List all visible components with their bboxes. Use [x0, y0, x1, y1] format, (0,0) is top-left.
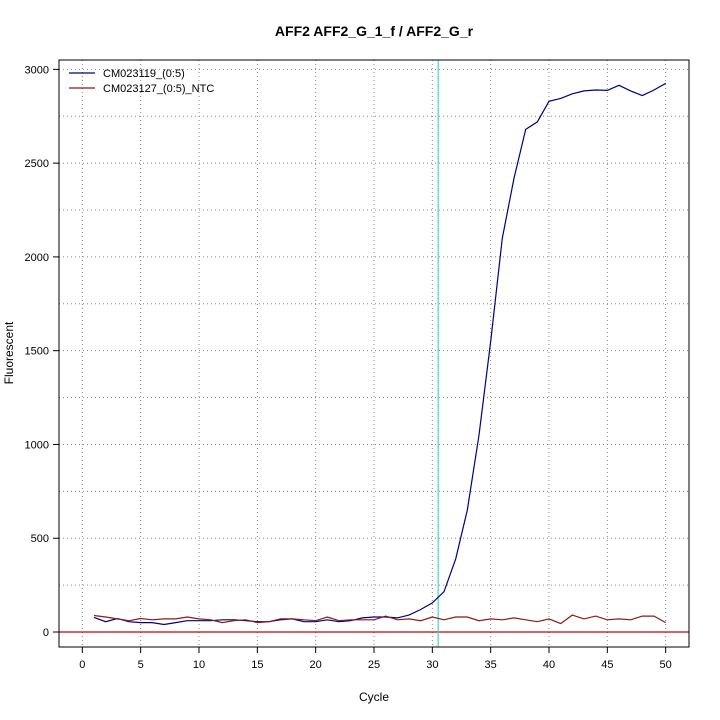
x-tick-label: 35	[485, 659, 497, 671]
series-line-2	[93, 614, 666, 625]
series-group	[93, 82, 666, 626]
x-tick-label: 0	[79, 659, 85, 671]
x-tick-label: 40	[543, 659, 555, 671]
y-tick-label: 1500	[25, 346, 49, 358]
x-axis-label: Cycle	[359, 690, 389, 704]
y-axis: 0 500 1000 1500 2000 2500 3000	[25, 64, 59, 639]
x-tick-label: 15	[251, 659, 263, 671]
y-tick-label: 2000	[25, 252, 49, 264]
series-line-1	[93, 82, 666, 626]
x-tick-label: 5	[138, 659, 144, 671]
grid	[59, 60, 689, 647]
reference-lines	[59, 60, 689, 647]
chart-title: AFF2 AFF2_G_1_f / AFF2_G_r	[275, 23, 474, 39]
y-tick-label: 3000	[25, 64, 49, 76]
x-tick-label: 45	[601, 659, 613, 671]
x-axis: 0 5 10 15 20 25 30 35 40 45 50	[79, 647, 672, 671]
x-tick-label: 30	[426, 659, 438, 671]
y-tick-label: 1000	[25, 439, 49, 451]
legend: CM023119_(0:5) CM023127_(0:5)_NTC	[69, 68, 214, 95]
legend-label-2: CM023127_(0:5)_NTC	[103, 83, 214, 95]
y-tick-label: 2500	[25, 158, 49, 170]
x-tick-label: 50	[660, 659, 672, 671]
x-tick-label: 20	[310, 659, 322, 671]
legend-label-1: CM023119_(0:5)	[103, 68, 185, 80]
y-axis-label: Fluorescent	[2, 321, 16, 384]
x-tick-label: 10	[193, 659, 205, 671]
y-tick-label: 0	[43, 627, 49, 639]
x-tick-label: 25	[368, 659, 380, 671]
y-tick-label: 500	[31, 533, 49, 545]
